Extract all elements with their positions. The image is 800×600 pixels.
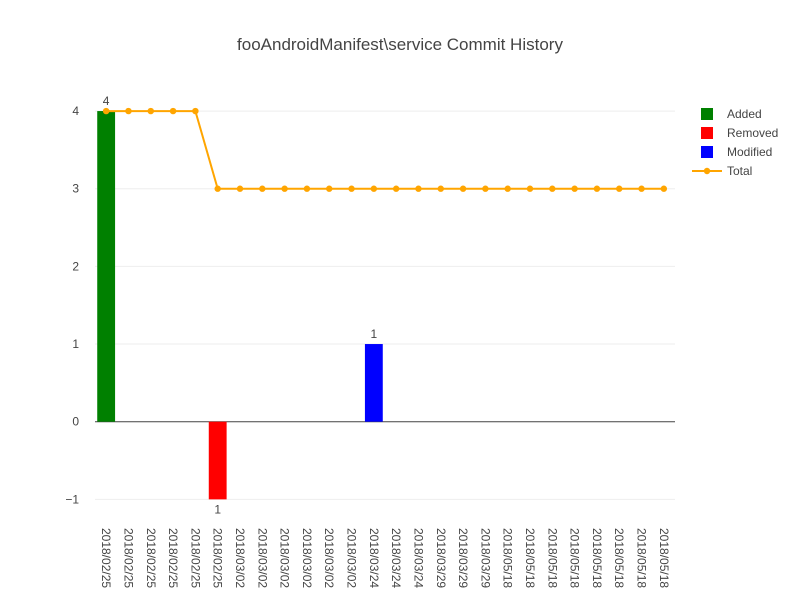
y-tick-label: 3 [72,182,79,196]
legend-marker [703,167,711,175]
x-tick-label: 2018/03/02 [300,528,314,588]
total-point [459,185,467,192]
total-point [303,185,311,192]
x-tick-label: 2018/05/18 [635,528,649,588]
x-tick-label: 2018/03/29 [478,528,492,588]
x-tick-label: 2018/03/02 [322,528,336,588]
x-tick-label: 2018/03/02 [278,528,292,588]
total-point [526,185,534,192]
gridlines [95,110,675,500]
x-tick-label: 2018/02/25 [121,528,135,588]
x-tick-label: 2018/02/25 [144,528,158,588]
total-point [259,185,266,192]
total-point [616,185,623,192]
y-axis-ticks: −1 0 1 2 3 4 [65,104,79,506]
total-line [102,107,668,192]
x-tick-label: 2018/02/25 [211,528,225,588]
legend[interactable]: Added Removed Modified Total [692,107,778,178]
x-tick-label: 2018/03/24 [411,528,425,588]
y-tick-label: 4 [72,104,79,118]
bar-value-label: 4 [103,94,110,108]
chart-title: fooAndroidManifest\service Commit Histor… [237,35,563,54]
legend-swatch [701,108,713,120]
y-tick-label: 1 [72,337,79,351]
total-point [125,107,132,115]
x-tick-label: 2018/03/29 [456,528,470,588]
legend-swatch [701,127,713,139]
total-point [281,185,288,192]
legend-item-added[interactable]: Added [701,107,762,121]
total-point [660,185,668,192]
legend-item-removed[interactable]: Removed [701,126,778,140]
y-tick-label: 0 [72,415,79,429]
legend-label: Added [727,107,762,121]
total-line-path [106,110,664,190]
total-point [147,107,154,115]
y-tick-label: 2 [72,259,79,273]
y-tick-label: −1 [65,492,79,506]
bars [97,111,383,500]
total-point [638,185,645,192]
legend-item-modified[interactable]: Modified [701,145,772,159]
x-tick-label: 2018/05/18 [590,528,604,588]
x-tick-label: 2018/05/18 [657,528,671,588]
total-point [392,185,400,192]
bar-value-label: 1 [214,502,221,516]
total-point [326,185,333,192]
x-tick-label: 2018/05/18 [568,528,582,588]
x-tick-label: 2018/02/25 [166,528,180,588]
total-point [236,185,244,192]
x-tick-label: 2018/03/02 [233,528,247,588]
bar-value-label: 1 [371,327,378,341]
bar-removed [208,421,227,500]
total-point [348,185,355,192]
total-point [482,185,489,192]
legend-label: Total [727,164,752,178]
total-point [504,185,511,192]
legend-swatch [701,146,713,158]
bar-added [97,111,116,422]
legend-item-total[interactable]: Total [692,164,752,178]
total-point [549,185,556,192]
total-point [437,185,444,192]
x-tick-label: 2018/03/29 [434,528,448,588]
x-tick-label: 2018/05/18 [612,528,626,588]
x-tick-label: 2018/05/18 [545,528,559,588]
total-point [571,185,578,192]
x-tick-label: 2018/02/25 [99,528,113,588]
total-point [102,107,110,115]
x-tick-label: 2018/03/02 [255,528,269,588]
x-axis-ticks: 2018/02/25 2018/02/25 2018/02/25 2018/02/25… [99,528,671,588]
x-tick-label: 2018/03/02 [345,528,359,588]
x-tick-label: 2018/03/24 [367,528,381,588]
x-tick-label: 2018/03/24 [389,528,403,588]
total-point [593,185,601,192]
x-tick-label: 2018/05/18 [523,528,537,588]
legend-label: Removed [727,126,778,140]
total-point [169,107,177,115]
total-point [370,185,378,192]
total-point [192,107,199,115]
legend-label: Modified [727,145,772,159]
x-tick-label: 2018/02/25 [188,528,202,588]
total-point [415,185,422,192]
total-point [214,185,221,192]
x-tick-label: 2018/05/18 [501,528,515,588]
bar-modified [364,344,383,422]
bar-labels: 4 1 1 [103,94,378,516]
